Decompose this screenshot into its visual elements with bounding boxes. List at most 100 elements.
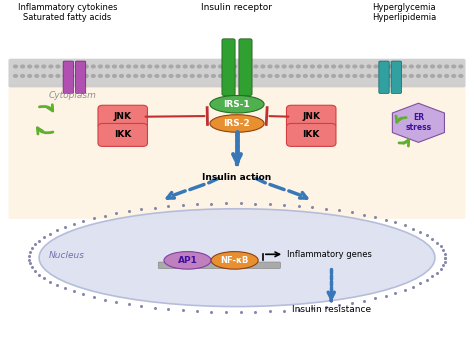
Circle shape (134, 65, 137, 68)
Circle shape (296, 65, 300, 68)
Circle shape (134, 74, 137, 77)
Circle shape (459, 65, 463, 68)
Circle shape (346, 65, 350, 68)
Circle shape (332, 65, 336, 68)
FancyBboxPatch shape (98, 123, 147, 147)
Text: AP1: AP1 (178, 256, 198, 265)
Text: ER
stress: ER stress (405, 113, 431, 133)
Circle shape (162, 65, 166, 68)
Circle shape (240, 65, 244, 68)
Circle shape (197, 65, 201, 68)
Circle shape (431, 65, 435, 68)
Circle shape (445, 65, 448, 68)
Circle shape (119, 74, 123, 77)
Circle shape (325, 74, 328, 77)
Circle shape (332, 74, 336, 77)
Circle shape (219, 65, 222, 68)
Circle shape (254, 65, 258, 68)
Circle shape (197, 74, 201, 77)
Polygon shape (392, 103, 445, 142)
Circle shape (381, 65, 385, 68)
Text: Insulin receptor: Insulin receptor (201, 3, 273, 12)
Text: Cytoplasm: Cytoplasm (48, 91, 96, 100)
Circle shape (339, 65, 343, 68)
Text: JNK: JNK (114, 112, 132, 121)
Circle shape (452, 65, 456, 68)
Circle shape (431, 74, 435, 77)
Circle shape (155, 74, 159, 77)
Circle shape (211, 65, 215, 68)
Circle shape (402, 74, 406, 77)
Circle shape (282, 74, 286, 77)
Circle shape (282, 65, 286, 68)
Circle shape (70, 74, 74, 77)
Circle shape (204, 65, 208, 68)
FancyBboxPatch shape (63, 61, 73, 94)
Circle shape (360, 74, 364, 77)
FancyBboxPatch shape (286, 105, 336, 128)
Circle shape (318, 65, 321, 68)
Circle shape (91, 74, 95, 77)
Circle shape (56, 65, 60, 68)
Circle shape (395, 65, 399, 68)
FancyBboxPatch shape (9, 59, 465, 87)
Circle shape (141, 74, 145, 77)
Ellipse shape (211, 252, 258, 269)
Circle shape (77, 65, 81, 68)
Circle shape (113, 74, 117, 77)
Circle shape (176, 74, 180, 77)
Circle shape (395, 74, 399, 77)
Circle shape (113, 65, 117, 68)
Circle shape (77, 74, 81, 77)
Circle shape (226, 65, 229, 68)
Circle shape (84, 74, 88, 77)
Circle shape (119, 65, 123, 68)
Circle shape (417, 65, 420, 68)
FancyBboxPatch shape (9, 84, 465, 219)
Text: IKK: IKK (302, 131, 320, 139)
Circle shape (388, 65, 392, 68)
Text: JNK: JNK (302, 112, 320, 121)
Circle shape (275, 65, 279, 68)
Circle shape (268, 65, 272, 68)
Circle shape (310, 65, 314, 68)
Circle shape (381, 74, 385, 77)
Circle shape (148, 65, 152, 68)
Circle shape (141, 65, 145, 68)
Circle shape (353, 74, 357, 77)
Circle shape (21, 74, 25, 77)
Circle shape (360, 65, 364, 68)
Circle shape (14, 74, 18, 77)
Circle shape (353, 65, 357, 68)
Circle shape (325, 65, 328, 68)
Circle shape (191, 74, 194, 77)
FancyBboxPatch shape (98, 105, 147, 128)
Circle shape (148, 74, 152, 77)
Circle shape (204, 74, 208, 77)
Circle shape (289, 65, 293, 68)
Circle shape (219, 74, 222, 77)
Ellipse shape (39, 209, 435, 307)
Circle shape (49, 65, 53, 68)
Circle shape (21, 65, 25, 68)
FancyBboxPatch shape (391, 61, 401, 94)
Circle shape (211, 74, 215, 77)
Circle shape (176, 65, 180, 68)
Circle shape (296, 74, 300, 77)
Text: Insulin resistance: Insulin resistance (292, 305, 371, 314)
Circle shape (445, 74, 448, 77)
Circle shape (459, 74, 463, 77)
Ellipse shape (210, 115, 264, 132)
Circle shape (191, 65, 194, 68)
Circle shape (410, 65, 413, 68)
Circle shape (127, 74, 130, 77)
Text: Inflammatory cytokines
Saturated fatty acids: Inflammatory cytokines Saturated fatty a… (18, 3, 117, 22)
Circle shape (106, 65, 109, 68)
Circle shape (226, 74, 229, 77)
Text: Inflammatory genes: Inflammatory genes (287, 251, 372, 259)
Circle shape (438, 65, 441, 68)
Circle shape (417, 74, 420, 77)
Text: Nucleus: Nucleus (48, 251, 84, 260)
Circle shape (63, 65, 67, 68)
Circle shape (374, 65, 378, 68)
